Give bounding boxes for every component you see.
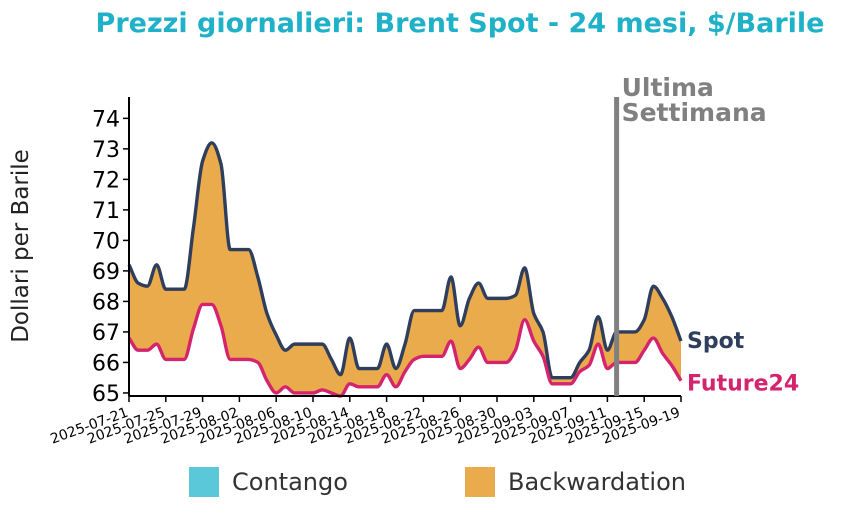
backwardation-area xyxy=(129,142,681,396)
y-tick-label: 67 xyxy=(92,321,120,346)
y-tick-label: 69 xyxy=(92,260,120,285)
chart-title: Prezzi giornalieri: Brent Spot - 24 mesi… xyxy=(95,8,825,39)
legend-label-backwardation: Backwardation xyxy=(508,468,686,496)
spread-fill-layer xyxy=(129,142,681,396)
series-label-future24: Future24 xyxy=(687,372,799,397)
last-week-annotation-text: Ultima xyxy=(622,73,714,102)
y-tick-label: 65 xyxy=(92,382,120,407)
series-label-spot: Spot xyxy=(687,329,745,354)
series-line-future24 xyxy=(127,302,683,398)
y-tick-label: 66 xyxy=(92,351,120,376)
last-week-annotation-text: Settimana xyxy=(622,98,767,127)
legend-swatch-contango xyxy=(189,467,219,497)
y-axis-label: Dollari per Barile xyxy=(8,149,34,343)
legend-item-backwardation: Backwardation xyxy=(465,466,686,498)
y-tick-label: 73 xyxy=(92,138,120,163)
legend-swatch-backwardation xyxy=(465,467,495,497)
series-lines-layer: Spot Future24 xyxy=(127,141,799,398)
y-tick-label: 74 xyxy=(92,107,120,132)
legend-label-contango: Contango xyxy=(232,468,348,496)
legend-item-contango: Contango xyxy=(189,466,348,498)
y-tick-label: 70 xyxy=(92,229,120,254)
y-tick-label: 72 xyxy=(92,168,120,193)
y-tick-label: 71 xyxy=(92,199,120,224)
axes-layer: 656667686970717273742025-07-212025-07-25… xyxy=(48,97,682,448)
y-tick-label: 68 xyxy=(92,290,120,315)
series-line-spot xyxy=(127,141,683,380)
